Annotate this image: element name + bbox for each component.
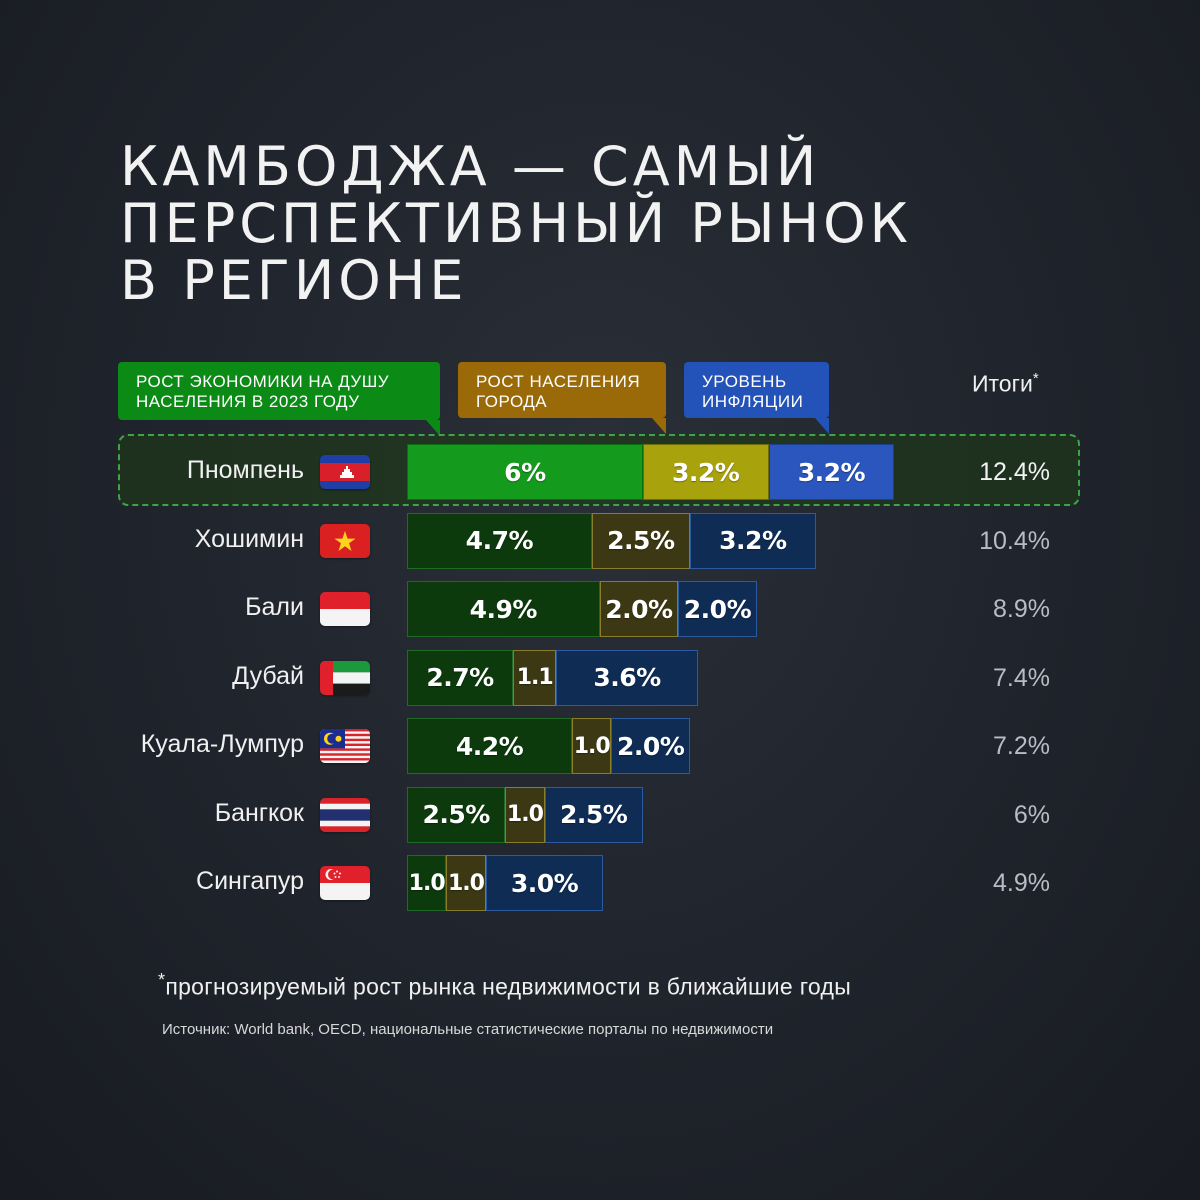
city-label: Пномпень: [186, 456, 304, 484]
bar-segment-economy: 1.0: [407, 855, 447, 911]
legend-economy: РОСТ ЭКОНОМИКИ НА ДУШУ НАСЕЛЕНИЯ В 2023 …: [118, 362, 440, 436]
bar-segment-inflation: 3.6%: [556, 649, 698, 706]
bar-segment-inflation: 2.0%: [678, 581, 757, 637]
city-label: Сингапур: [196, 867, 304, 895]
title-line-3: в регионе: [120, 249, 468, 312]
bar-segment-inflation: 2.0%: [611, 718, 690, 774]
uae-flag: [320, 660, 370, 695]
cambodia-flag: [320, 455, 370, 489]
indonesia-flag: [320, 592, 370, 626]
legend-inflation: УРОВЕНЬ ИНФЛЯЦИИ: [684, 362, 829, 434]
total-value: 8.9%: [993, 595, 1050, 623]
bar-segment-economy: 2.5%: [407, 786, 506, 843]
bar-segment-population: 1.0: [572, 718, 612, 774]
total-value: 7.2%: [993, 732, 1050, 760]
bar-segment-population: 1.0: [505, 786, 545, 843]
bar-segment-economy: 6%: [407, 444, 643, 500]
city-label: Хошимин: [194, 524, 304, 553]
city-label: Дубай: [232, 661, 304, 690]
footnote: *прогнозируемый рост рынка недвижимости …: [158, 970, 851, 1001]
thailand-flag: [320, 797, 370, 832]
footnote-asterisk: *: [158, 970, 166, 990]
bar-segment-economy: 4.2%: [407, 718, 573, 774]
title-line-2: перспективный рынок: [120, 192, 912, 255]
bar-segment-population: 1.0: [446, 855, 486, 911]
bar-segment-economy: 2.7%: [407, 649, 514, 706]
totals-header-asterisk: *: [1032, 370, 1039, 387]
source-note: Источник: World bank, OECD, национальные…: [162, 1021, 774, 1038]
total-value: 6%: [1013, 800, 1050, 829]
total-value: 4.9%: [993, 869, 1050, 897]
malaysia-flag: [320, 729, 370, 763]
bar-segment-population: 1.1: [513, 649, 557, 706]
page-title: Камбоджа — самый перспективный рынок в р…: [120, 138, 1100, 309]
bar-segment-inflation: 3.2%: [768, 444, 895, 500]
city-label: Куала-Лумпур: [140, 730, 304, 758]
totals-header-label: Итоги: [972, 370, 1033, 397]
bar-segment-population: 3.2%: [642, 444, 769, 500]
legend-population: РОСТ НАСЕЛЕНИЯ ГОРОДА: [458, 362, 666, 434]
city-label: Бангкок: [214, 798, 304, 827]
bar-segment-economy: 4.9%: [407, 581, 600, 637]
bar-segment-population: 2.0%: [599, 581, 679, 637]
title-line-1: Камбоджа — самый: [120, 135, 821, 198]
bar-segment-population: 2.5%: [591, 512, 690, 569]
singapore-flag: [320, 866, 370, 900]
bar-segment-inflation: 3.2%: [689, 512, 816, 569]
city-label: Бали: [245, 593, 304, 621]
total-value: 12.4%: [979, 458, 1050, 486]
total-value: 10.4%: [979, 526, 1050, 555]
bar-segment-economy: 4.7%: [407, 512, 592, 569]
bar-segment-inflation: 2.5%: [544, 786, 643, 843]
total-value: 7.4%: [993, 663, 1050, 692]
bar-segment-inflation: 3.0%: [485, 855, 604, 911]
footnote-text: прогнозируемый рост рынка недвижимости в…: [165, 973, 852, 1000]
vietnam-flag: [320, 523, 370, 558]
totals-header: Итоги*: [972, 370, 1039, 398]
